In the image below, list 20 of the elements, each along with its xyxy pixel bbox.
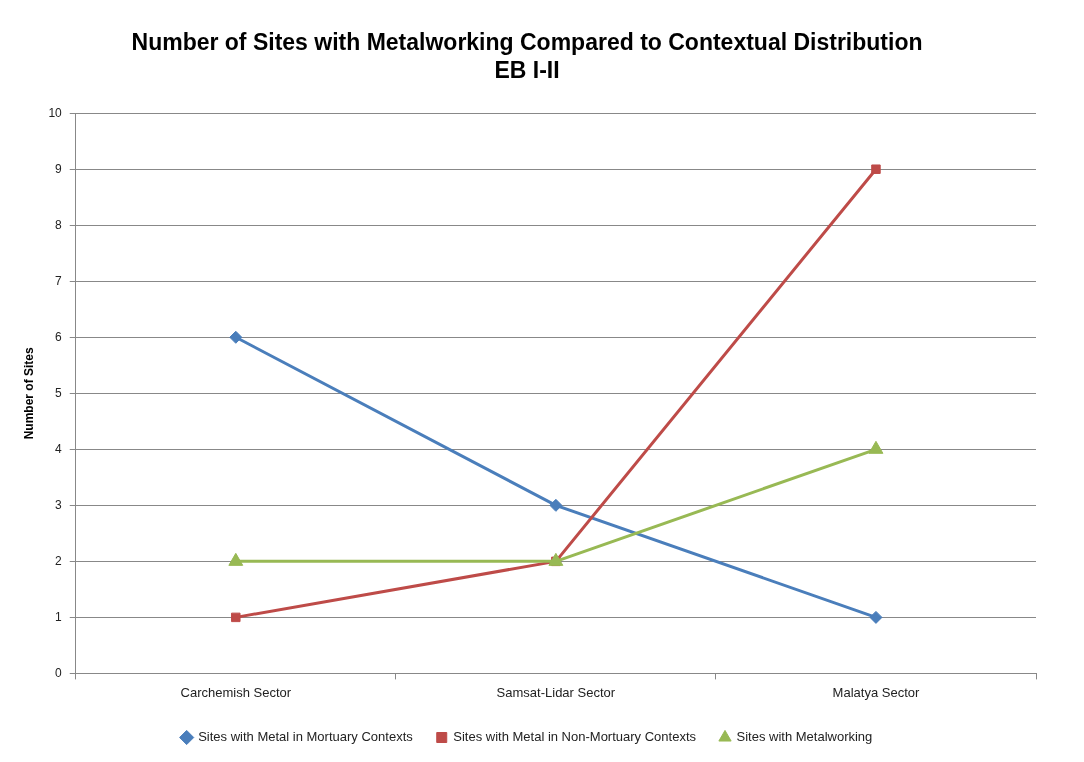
y-tick-label: 9 — [55, 161, 63, 176]
y-tick-label: 1 — [55, 609, 63, 624]
y-tick-label: 0 — [55, 665, 63, 680]
y-axis-title: Number of Sites — [21, 346, 36, 440]
legend-label: Sites with Metal in Mortuary Contexts — [198, 729, 414, 745]
y-tick-label: 7 — [55, 273, 63, 288]
x-tick-label: Carchemish Sector — [180, 684, 292, 700]
y-tick-label: 8 — [55, 217, 63, 232]
y-tick-label: 6 — [55, 329, 63, 344]
legend-label: Sites with Metalworking — [736, 729, 873, 745]
y-tick-label: 10 — [48, 105, 63, 120]
y-tick-label: 5 — [55, 385, 63, 400]
x-tick-label: Malatya Sector — [832, 684, 920, 700]
legend-label: Sites with Metal in Non-Mortuary Contexts — [453, 729, 697, 745]
text: Number of Sites with Metalworking Compared to Contextual Distribution — [131, 29, 923, 56]
y-tick-label: 2 — [55, 553, 63, 568]
y-tick-label: 3 — [55, 497, 63, 512]
text: EB I-II — [494, 56, 560, 83]
x-tick-label: Samsat-Lidar Sector — [496, 684, 616, 700]
y-tick-label: 4 — [55, 441, 63, 456]
